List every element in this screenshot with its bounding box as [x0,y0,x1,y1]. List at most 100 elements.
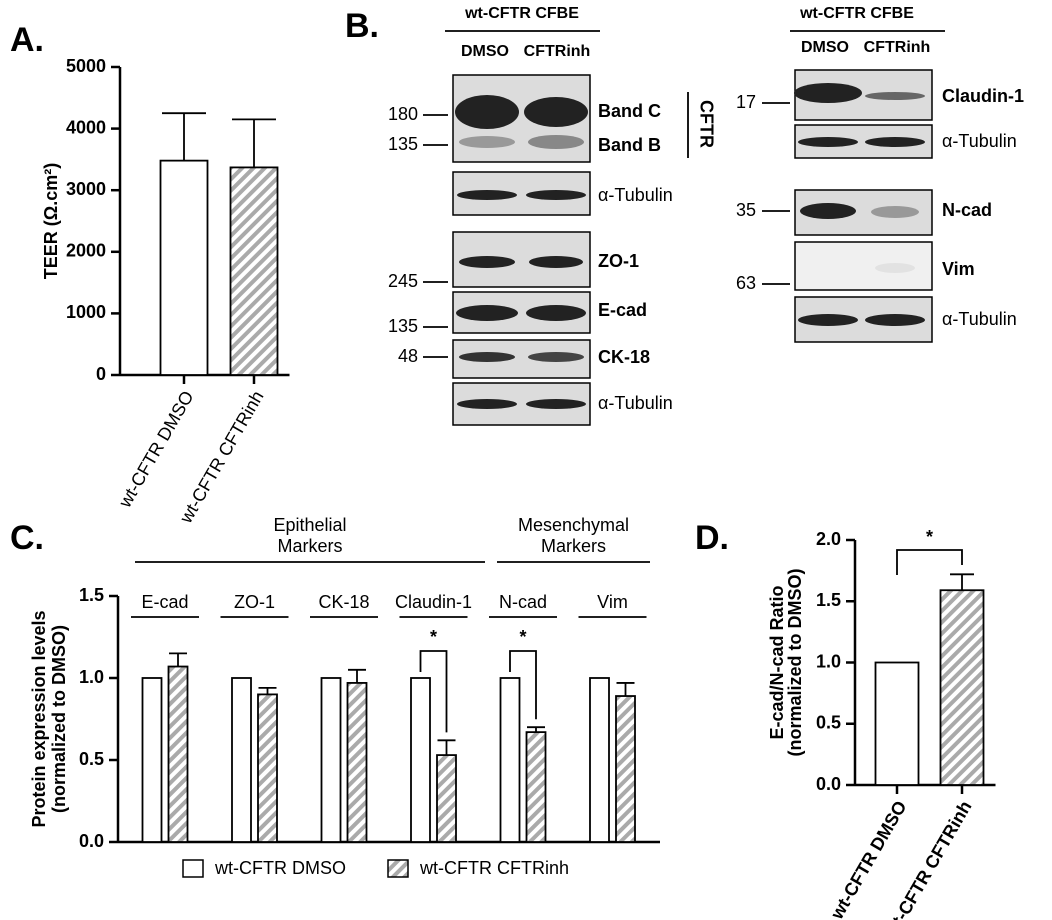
band [528,135,584,149]
bar [167,665,189,843]
marker: 245 [388,271,418,291]
marker: 63 [736,273,756,293]
blot-label: CFTR [696,100,716,148]
group-header: Mesenchymal [518,515,629,535]
band [798,137,858,147]
band [871,206,919,218]
band [865,314,925,326]
band [875,263,915,273]
blot-label: Claudin-1 [942,86,1024,106]
annotation: * [519,627,526,647]
blot-label: ZO-1 [598,251,639,271]
band [528,352,584,362]
blot-label: Vim [942,259,975,279]
lane-label: CFTRinh [524,43,591,60]
blot-label: α-Tubulin [598,185,673,205]
y-tick-label: 0.0 [79,831,104,851]
band [529,256,583,268]
y-tick-label: 0 [96,364,106,384]
blot-label: E-cad [598,300,647,320]
y-axis-label: (normalized to DMSO) [785,568,805,756]
y-axis-label: Protein expression levels [29,610,49,827]
band [865,92,925,100]
y-tick-label: 0.0 [816,774,841,794]
annotation: * [926,527,933,547]
band [459,352,515,362]
annotation: * [430,627,437,647]
bar [615,695,636,843]
category-label: N-cad [499,592,547,612]
y-tick-label: 1.0 [816,651,841,671]
lane-label: DMSO [801,39,849,56]
bar [159,159,209,376]
band [865,137,925,147]
y-tick-label: 1.0 [79,667,104,687]
blot-label: α-Tubulin [942,131,1017,151]
bar [231,677,252,843]
panel-label: B. [345,7,379,45]
band [798,314,858,326]
y-tick-label: 2000 [66,241,106,261]
blot-label: Band C [598,101,661,121]
y-tick-label: 1.5 [816,590,841,610]
band [524,97,588,127]
bar [874,661,920,786]
y-axis-label: TEER (Ω.cm²) [41,163,61,279]
band [526,305,586,321]
y-tick-label: 0.5 [79,749,104,769]
panel-label: D. [695,519,729,557]
lane-label: CFTRinh [864,39,931,56]
band [800,203,856,219]
significance-bracket [896,549,963,575]
bar [939,589,985,786]
panel-label: A. [10,21,44,59]
bar [589,677,610,843]
legend-swatch [387,859,409,878]
band [456,305,518,321]
y-tick-label: 2.0 [816,529,841,549]
y-tick-label: 5000 [66,56,106,76]
bar [320,677,342,843]
y-tick-label: 0.5 [816,713,841,733]
lane-label: DMSO [461,43,509,60]
significance-bracket [509,650,537,720]
bar [525,731,547,843]
marker: 17 [736,92,756,112]
marker: 35 [736,200,756,220]
blot-header: wt-CFTR CFBE [799,5,914,22]
band [457,399,517,409]
band [459,256,515,268]
bar [346,682,368,843]
y-tick-label: 1.5 [79,585,104,605]
y-axis-label: (normalized to DMSO) [49,625,69,813]
group-header: Markers [277,536,342,556]
blot-right: wt-CFTR CFBE DMSO CFTRinh 17 35 63 Claud… [736,5,1024,343]
significance-bracket [419,650,448,733]
band [457,190,517,200]
blot-label: Band B [598,135,661,155]
y-tick-label: 4000 [66,117,106,137]
bar [499,677,521,843]
legend-label: wt-CFTR DMSO [214,858,346,878]
y-tick-label: 3000 [66,179,106,199]
band [526,190,586,200]
y-tick-label: 1000 [66,302,106,322]
y-axis-label: E-cad/N-cad Ratio [767,585,787,739]
band [526,399,586,409]
marker: 48 [398,346,418,366]
bar [410,677,431,843]
panel-label: C. [10,519,44,557]
band [459,136,515,148]
blot-label: α-Tubulin [942,309,1017,329]
category-label: E-cad [141,592,188,612]
category-label: CK-18 [318,592,369,612]
marker: 135 [388,134,418,154]
group-header: Epithelial [273,515,346,535]
blot-label: α-Tubulin [598,393,673,413]
bar [257,693,278,843]
marker: 180 [388,104,418,124]
group-header: Markers [541,536,606,556]
legend-swatch [182,859,204,878]
category-label: Claudin-1 [395,592,472,612]
